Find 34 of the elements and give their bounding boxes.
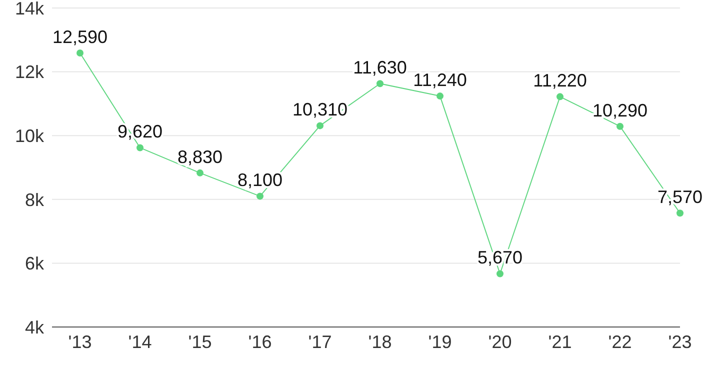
data-label: 10,290 [592, 100, 648, 120]
point [136, 144, 144, 152]
x-tick-label: '15 [188, 332, 212, 352]
x-tick-label: '22 [608, 332, 632, 352]
y-tick-label: 14k [14, 0, 45, 18]
point [436, 92, 444, 100]
x-tick-label: '19 [428, 332, 452, 352]
point [256, 192, 264, 200]
x-tick-label: '23 [668, 332, 692, 352]
data-label: 11,240 [413, 70, 467, 90]
x-tick-label: '13 [68, 332, 92, 352]
x-tick-label: '17 [308, 332, 332, 352]
y-tick-label: 6k [24, 254, 45, 274]
y-tick-label: 12k [14, 62, 45, 82]
point [496, 270, 504, 278]
x-tick-label: '20 [488, 332, 512, 352]
point [376, 80, 384, 88]
data-label: 11,630 [353, 58, 407, 78]
x-tick-label: '21 [548, 332, 572, 352]
point [616, 122, 624, 130]
x-tick-label: '16 [248, 332, 272, 352]
y-tick-label: 10k [14, 126, 45, 146]
data-label: 8,830 [177, 146, 223, 167]
data-label: 12,590 [52, 26, 108, 47]
point [556, 93, 564, 100]
point [76, 49, 84, 56]
point [676, 210, 684, 217]
point [316, 122, 324, 130]
point [196, 169, 204, 176]
x-tick-label: '14 [128, 332, 152, 352]
y-tick-label: 8k [24, 190, 45, 210]
data-label: 11,220 [533, 70, 587, 91]
y-tick-label: 4k [24, 317, 45, 338]
x-tick-label: '18 [368, 332, 392, 352]
